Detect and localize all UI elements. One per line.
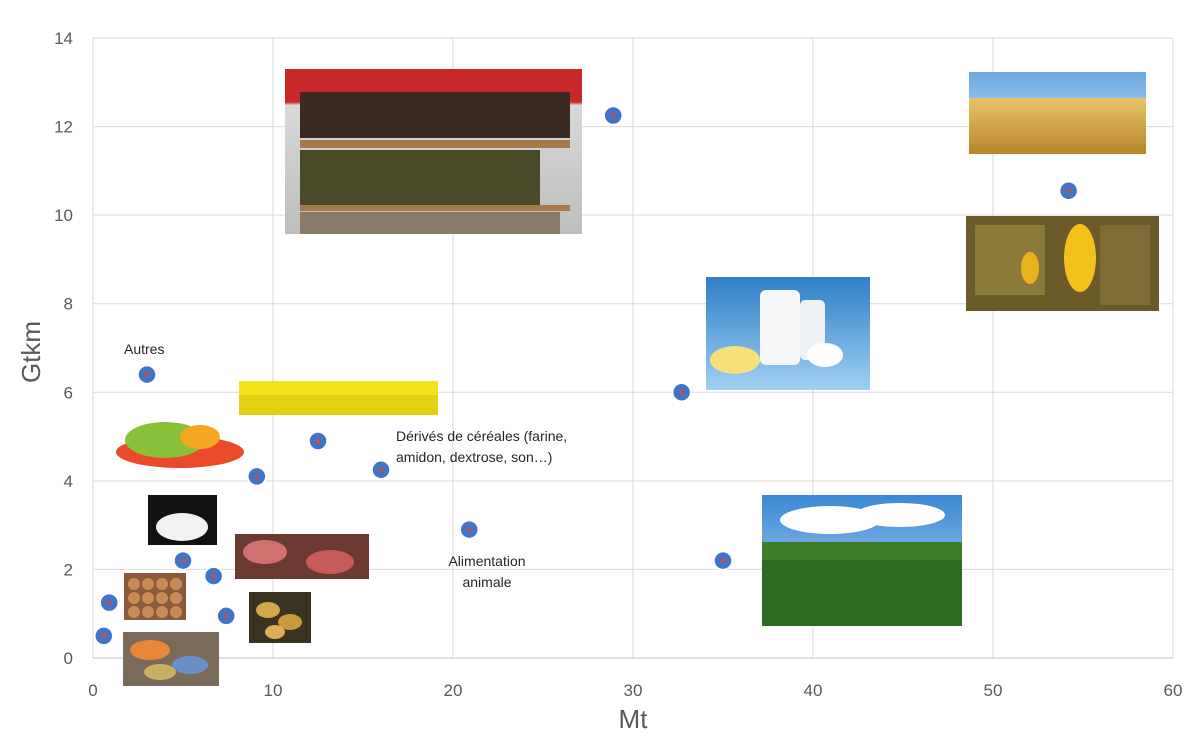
data-point — [371, 460, 391, 480]
x-tick-label: 60 — [1164, 681, 1183, 700]
data-point — [203, 566, 224, 586]
data-point-center — [315, 438, 321, 444]
annotation-label: Alimentation animale — [448, 553, 525, 590]
data-point — [713, 550, 733, 571]
annotations: Autres Dérivés de céréales (farine, amidon… — [124, 341, 567, 590]
x-tick-label: 0 — [88, 681, 97, 700]
y-tick-label: 0 — [64, 649, 73, 668]
data-point-center — [254, 474, 259, 479]
data-point-center — [144, 372, 150, 377]
photo-sugar-beet-field — [762, 495, 962, 626]
annotation-label: Dérivés de céréales (farine, amidon, dext… — [396, 428, 567, 465]
x-tick-labels: 0 10 20 30 40 50 60 — [88, 681, 1182, 700]
data-point — [308, 431, 328, 451]
photo-vegetable-waste — [123, 632, 219, 686]
photo-dairy-products — [706, 277, 870, 390]
data-point-center — [1066, 188, 1071, 193]
data-point-center — [467, 527, 472, 532]
data-point — [173, 550, 193, 571]
y-tick-label: 10 — [54, 206, 73, 225]
photo-meat — [235, 534, 369, 579]
photo-eggs — [124, 573, 186, 620]
y-axis-title: Gtkm — [16, 321, 46, 383]
data-point — [99, 592, 119, 613]
data-point — [137, 364, 157, 385]
data-point-center — [101, 633, 107, 639]
data-point — [603, 105, 623, 126]
photo-maize — [966, 216, 1159, 311]
data-point-center — [679, 390, 684, 395]
x-tick-label: 30 — [624, 681, 643, 700]
y-tick-label: 4 — [64, 472, 73, 491]
data-point — [94, 626, 114, 646]
data-point — [459, 519, 479, 540]
y-tick-label: 2 — [64, 560, 73, 579]
data-point-center — [107, 600, 112, 605]
y-tick-label: 12 — [54, 118, 73, 137]
x-tick-label: 20 — [444, 681, 463, 700]
data-point — [1058, 181, 1079, 201]
photo-rapeseed — [239, 381, 438, 415]
x-tick-label: 40 — [804, 681, 823, 700]
x-axis-title: Mt — [619, 704, 649, 734]
data-point-center — [211, 573, 216, 579]
annotation-label: Autres — [124, 341, 164, 357]
data-point — [247, 466, 267, 487]
x-tick-label: 10 — [264, 681, 283, 700]
photo-wine-and-beverages — [285, 69, 582, 234]
photo-potatoes — [249, 592, 311, 643]
photo-wheat — [969, 72, 1146, 154]
data-point-center — [720, 558, 726, 563]
photo-sugar — [148, 495, 217, 545]
y-tick-label: 8 — [64, 295, 73, 314]
data-point-center — [224, 613, 229, 619]
data-point — [671, 382, 692, 403]
data-point — [216, 606, 236, 626]
data-points — [94, 105, 1079, 646]
data-point-center — [611, 113, 616, 118]
y-tick-label: 6 — [64, 383, 73, 402]
photo-fruits-and-vegetables — [116, 422, 244, 468]
data-point-center — [180, 558, 186, 563]
y-tick-label: 14 — [54, 29, 73, 48]
y-tick-labels: 0 2 4 6 8 10 12 14 — [54, 29, 73, 668]
data-point-center — [378, 467, 384, 472]
x-tick-label: 50 — [984, 681, 1003, 700]
